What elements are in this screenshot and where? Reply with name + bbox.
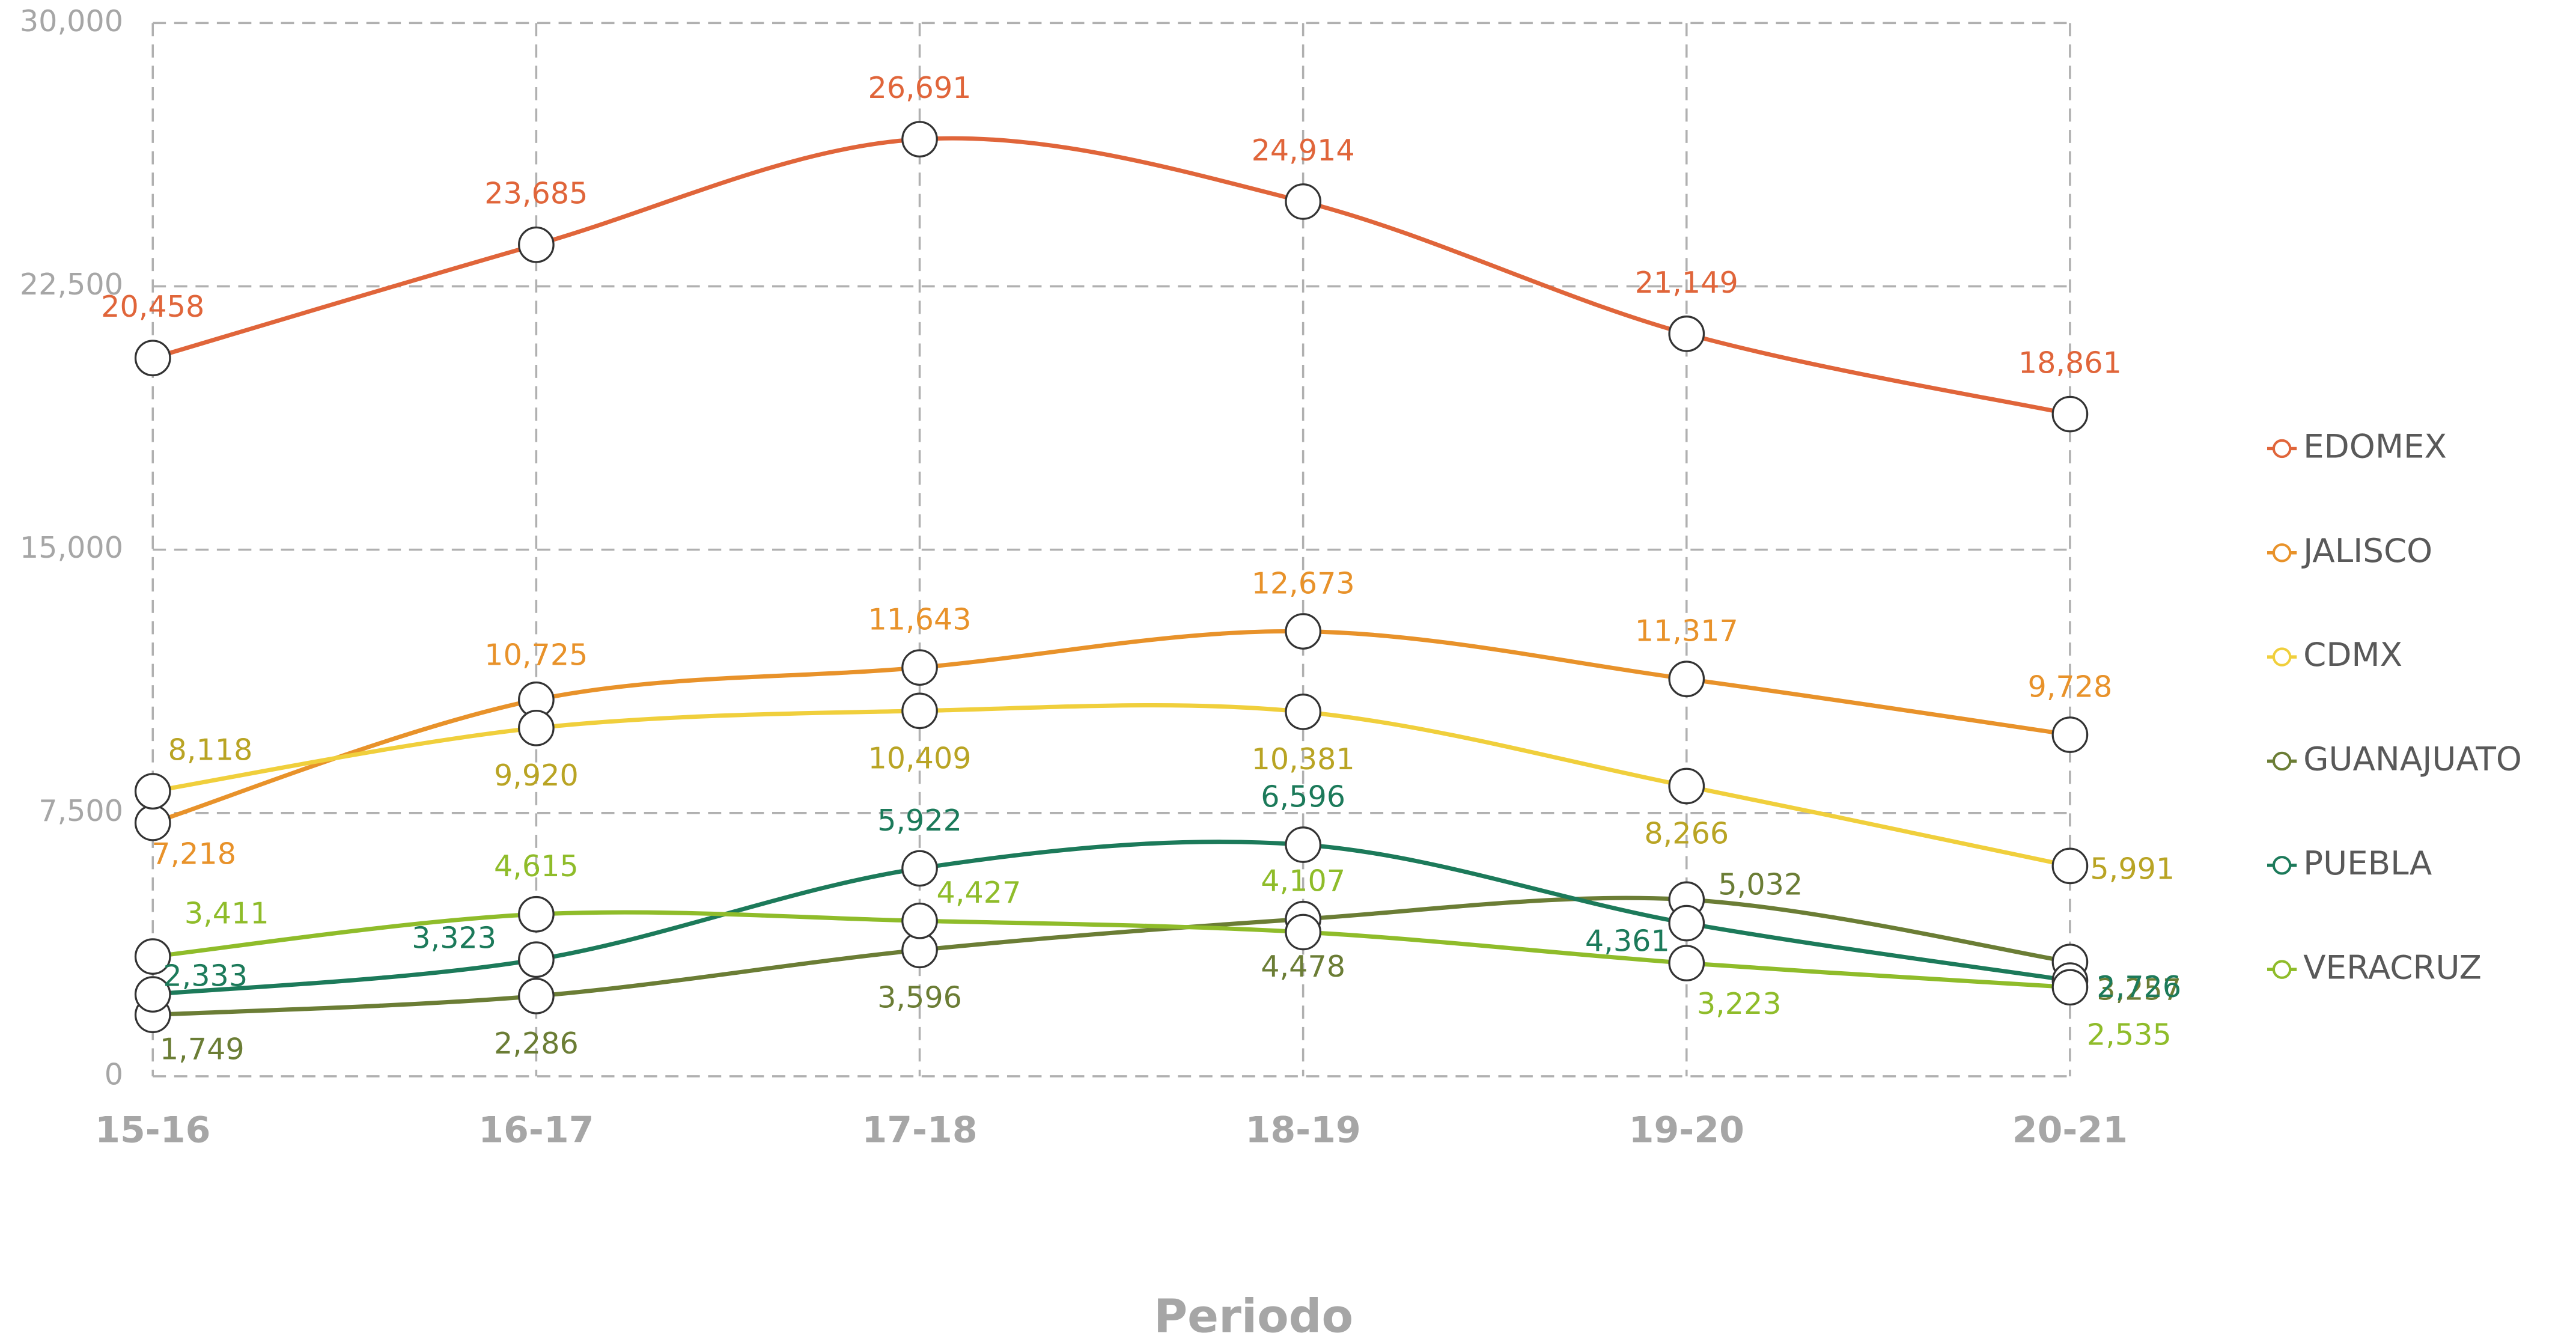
- data-label: 3,596: [877, 980, 962, 1014]
- data-label: 4,427: [937, 875, 1022, 910]
- point-marker: [518, 710, 555, 746]
- data-label: 4,361: [1585, 923, 1670, 958]
- data-label: 21,149: [1635, 265, 1738, 300]
- x-tick-label: 20-21: [2012, 1109, 2128, 1151]
- legend-marker: [2272, 960, 2292, 979]
- point-marker: [1668, 904, 1705, 942]
- x-tick-label: 16-17: [478, 1109, 594, 1151]
- point-marker: [518, 226, 555, 263]
- point-marker: [901, 692, 938, 730]
- data-label: 5,922: [877, 803, 962, 838]
- point-marker: [2051, 847, 2089, 885]
- data-label: 5,991: [2090, 852, 2175, 886]
- data-label: 24,914: [1252, 133, 1355, 168]
- data-label: 12,673: [1252, 566, 1355, 600]
- legend-label: VERACRUZ: [2303, 948, 2482, 986]
- point-marker: [1285, 613, 1322, 650]
- data-label: 3,411: [184, 896, 269, 931]
- data-label: 10,381: [1252, 742, 1355, 776]
- point-marker: [518, 977, 555, 1014]
- data-label: 6,596: [1261, 779, 1345, 814]
- point-marker: [1668, 660, 1705, 698]
- series-line: [152, 703, 2071, 868]
- point-marker: [1668, 945, 1705, 981]
- point-marker: [2051, 969, 2089, 1006]
- data-label: 4,107: [1261, 863, 1345, 898]
- data-label: 5,032: [1718, 867, 1803, 902]
- legend-marker: [2272, 647, 2292, 666]
- legend-label: CDMX: [2303, 635, 2402, 674]
- point-marker: [901, 121, 938, 157]
- data-label: 9,920: [494, 758, 579, 793]
- y-tick-label: 7,500: [38, 793, 123, 828]
- point-marker: [1285, 183, 1322, 220]
- legend-label: EDOMEX: [2303, 427, 2447, 466]
- point-marker: [134, 976, 171, 1013]
- legend-marker: [2272, 856, 2292, 875]
- point-marker: [1285, 826, 1322, 863]
- point-marker: [134, 773, 171, 810]
- legend-label: PUEBLA: [2303, 844, 2432, 882]
- point-marker: [134, 938, 171, 975]
- series-line: [152, 136, 2071, 416]
- point-marker: [2051, 395, 2089, 433]
- y-tick-label: 22,500: [20, 267, 123, 302]
- point-marker: [518, 895, 555, 933]
- point-marker: [2051, 716, 2089, 753]
- series-line: [152, 910, 2071, 990]
- point-marker: [1668, 316, 1705, 352]
- series-line: [153, 895, 2071, 1017]
- data-label: 3,223: [1697, 986, 1782, 1021]
- data-label: 2,333: [163, 959, 248, 993]
- series-line: [152, 840, 2071, 997]
- point-marker: [901, 850, 938, 887]
- data-label: 10,409: [868, 740, 971, 775]
- x-tick-label: 17-18: [862, 1109, 977, 1151]
- point-marker: [134, 340, 171, 377]
- data-label: 11,643: [868, 602, 971, 637]
- data-label: 2,535: [2087, 1017, 2172, 1052]
- legend-marker: [2272, 751, 2292, 771]
- x-tick-label: 19-20: [1629, 1109, 1744, 1151]
- data-label: 8,266: [1644, 816, 1729, 850]
- x-axis-label: Periodo: [1154, 1290, 1353, 1342]
- series-line: [152, 629, 2071, 825]
- x-tick-label: 18-19: [1246, 1109, 1361, 1151]
- point-marker: [901, 902, 938, 939]
- y-tick-label: 15,000: [20, 530, 123, 565]
- point-marker: [134, 804, 171, 841]
- data-label: 4,478: [1261, 949, 1345, 984]
- point-marker: [518, 941, 555, 978]
- y-tick-label: 30,000: [20, 4, 123, 38]
- data-label: 7,218: [151, 836, 236, 871]
- data-label: 9,728: [2027, 669, 2112, 704]
- data-label: 8,118: [168, 733, 253, 767]
- data-label: 3,257: [2096, 972, 2181, 1007]
- point-marker: [1285, 694, 1322, 730]
- data-label: 10,725: [484, 638, 588, 673]
- point-marker: [1285, 913, 1322, 951]
- legend-marker: [2272, 543, 2292, 563]
- data-label: 3,323: [412, 920, 496, 955]
- point-marker: [901, 649, 938, 686]
- point-marker: [1668, 767, 1705, 805]
- data-label: 20,458: [101, 289, 204, 324]
- data-label: 2,286: [494, 1026, 579, 1061]
- data-label: 4,615: [494, 849, 579, 883]
- data-label: 23,685: [484, 176, 588, 211]
- data-label: 1,749: [160, 1031, 245, 1066]
- data-label: 2,726: [2096, 969, 2181, 1004]
- legend-marker: [2272, 439, 2292, 459]
- legend-label: GUANAJUATO: [2303, 740, 2522, 778]
- data-label: 11,317: [1635, 614, 1738, 648]
- y-tick-label: 0: [105, 1057, 123, 1091]
- data-label: 18,861: [2018, 346, 2122, 380]
- x-tick-label: 15-16: [95, 1109, 210, 1151]
- legend-label: JALISCO: [2301, 531, 2432, 570]
- data-label: 26,691: [868, 70, 971, 105]
